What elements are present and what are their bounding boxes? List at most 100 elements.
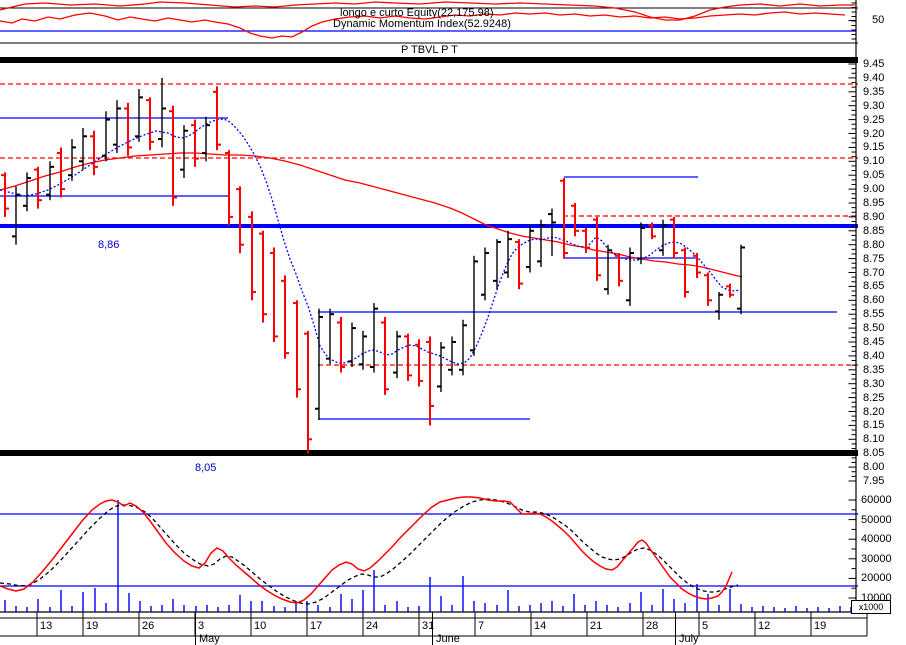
volume-bar	[718, 605, 720, 612]
volume-bar	[473, 601, 475, 612]
week-label: 13	[40, 620, 53, 632]
volume-bar	[183, 605, 185, 612]
volume-bar	[49, 607, 51, 612]
volume-bar	[839, 606, 841, 612]
ohlc-bar	[704, 272, 712, 306]
ohlc-bar	[315, 308, 323, 420]
volume-bars	[4, 500, 852, 612]
ohlc-bar	[180, 125, 188, 178]
ohlc-bar	[270, 247, 278, 342]
volume-bar	[217, 607, 219, 612]
volume-bar	[418, 606, 420, 612]
ohlc-bar	[415, 339, 423, 387]
volume-bar	[228, 605, 230, 612]
price-axis-label: 8.15	[863, 419, 885, 432]
bottom-bands	[0, 513, 858, 587]
price-axis-label: 8.50	[863, 322, 885, 335]
volume-bar	[150, 606, 152, 612]
ohlc-bar	[102, 111, 110, 162]
date-axis	[0, 611, 868, 645]
ohlc-bar	[593, 216, 601, 281]
right-axis	[848, 0, 857, 613]
volume-axis-label: 60000	[861, 494, 892, 506]
dmi-line	[0, 11, 846, 39]
ohlc-bar	[715, 291, 723, 320]
volume-bar	[373, 570, 375, 612]
volume-bar	[595, 601, 597, 612]
ohlc-bar	[637, 222, 645, 265]
week-label: 19	[86, 620, 99, 632]
volume-bar	[239, 595, 241, 612]
ohlc-bar	[124, 102, 132, 156]
month-label: July	[679, 633, 699, 645]
ohlc-bar	[293, 300, 301, 398]
volume-bar	[684, 603, 686, 612]
ohlc-bar	[169, 105, 177, 206]
volume-bar	[584, 605, 586, 612]
ohlc-bar	[326, 308, 334, 365]
ohlc-bar	[12, 186, 20, 245]
ohlc-bars	[1, 77, 745, 454]
ohlc-bar	[626, 247, 634, 306]
ohlc-bar	[1, 172, 9, 217]
volume-bar	[4, 600, 6, 612]
volume-bar	[161, 605, 163, 612]
week-label: 19	[814, 620, 827, 632]
price-axis-label: 8.90	[863, 210, 885, 223]
ohlc-bar	[459, 319, 467, 376]
price-axis-label: 8.60	[863, 294, 885, 307]
volume-axis-label: 20000	[861, 572, 892, 585]
ohlc-bar	[259, 230, 267, 323]
ohlc-bar	[23, 172, 31, 212]
price-axis-label: 8.75	[863, 252, 885, 265]
ohlc-bar	[236, 186, 244, 254]
ohlc-bar	[281, 275, 289, 359]
volume-bar	[651, 605, 653, 612]
volume-bar	[707, 594, 709, 612]
ohlc-bar	[191, 119, 199, 167]
volume-bar	[117, 500, 119, 612]
price-axis-label: 9.40	[863, 71, 885, 84]
volume-bar	[484, 603, 486, 612]
ohlc-bar	[248, 211, 256, 301]
ohlc-bar	[571, 203, 579, 237]
momentum-panel	[0, 7, 858, 44]
price-axis-label: 8.30	[863, 377, 885, 390]
price-axis-label: 9.20	[863, 127, 885, 140]
ohlc-bar	[46, 161, 54, 201]
ohlc-bar	[560, 177, 568, 259]
volume-bar	[440, 596, 442, 612]
volume-bar	[317, 605, 319, 612]
volume-bar	[351, 599, 353, 612]
volume-axis-label: 10000	[861, 592, 892, 604]
volume-bar	[329, 607, 331, 612]
ohlc-bar	[670, 216, 678, 259]
volume-bar	[261, 601, 263, 612]
volume-bar	[640, 592, 642, 612]
equity-signal-line	[0, 498, 739, 605]
volume-bar	[507, 590, 509, 612]
week-label: 17	[310, 620, 323, 632]
equity-overlay-line	[0, 1, 855, 21]
volume-axis-label: 50000	[861, 513, 892, 526]
price-axis-label: 8.95	[863, 197, 885, 209]
month-label: June	[436, 633, 460, 645]
ohlc-bar	[381, 316, 389, 395]
volume-bar	[828, 608, 830, 612]
volume-bar	[462, 576, 464, 612]
ohlc-bar	[681, 247, 689, 298]
volume-bar	[362, 590, 364, 612]
ohlc-bar	[515, 239, 523, 290]
week-label: 3	[198, 620, 205, 632]
volume-bar	[396, 601, 398, 612]
ohlc-bar	[158, 77, 166, 148]
volume-bar	[273, 606, 275, 612]
ohlc-bar	[370, 303, 378, 373]
price-axis-label: 9.25	[863, 113, 885, 126]
ohlc-bar	[659, 219, 667, 256]
price-axis-label: 8.25	[863, 391, 885, 404]
ohlc-bar	[202, 116, 210, 162]
volume-bar	[94, 588, 96, 612]
